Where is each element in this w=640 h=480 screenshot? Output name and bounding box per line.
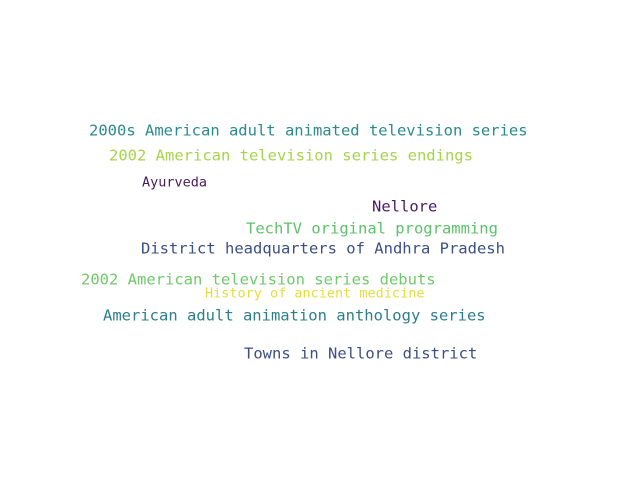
word-nellore: Nellore xyxy=(372,197,438,216)
word-district-headquarters-of-andhra-pradesh: District headquarters of Andhra Pradesh xyxy=(141,239,505,258)
word-american-adult-animation-anthology-series: American adult animation anthology serie… xyxy=(103,306,486,325)
word-2002-american-television-series-endings: 2002 American television series endings xyxy=(109,146,473,165)
word-2000s-american-adult-animated-television-series: 2000s American adult animated television… xyxy=(89,121,528,140)
word-2002-american-television-series-debuts: 2002 American television series debuts xyxy=(81,270,436,289)
word-history-of-ancient-medicine: History of ancient medicine xyxy=(205,285,425,302)
word-ayurveda: Ayurveda xyxy=(142,174,208,191)
word-techtv-original-programming: TechTV original programming xyxy=(246,219,498,238)
word-towns-in-nellore-district: Towns in Nellore district xyxy=(244,344,478,363)
